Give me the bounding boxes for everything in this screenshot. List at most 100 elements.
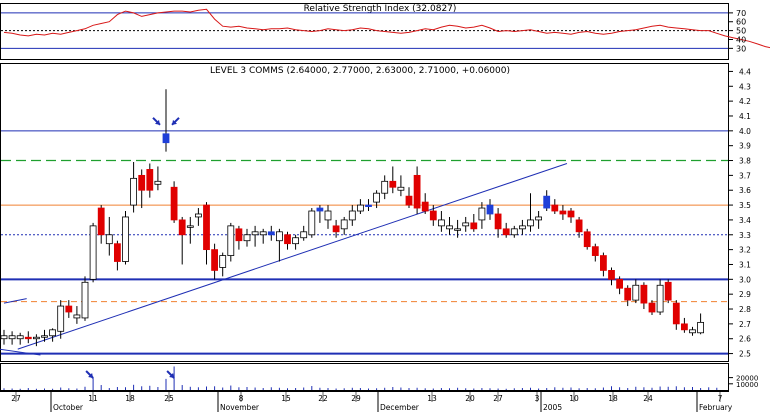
candle-body [591, 246, 599, 256]
price-tick-label: 3.6 [739, 186, 751, 195]
candle [543, 190, 551, 212]
candle [194, 208, 202, 226]
down-left-arrow-icon [171, 117, 180, 126]
candle-body [0, 335, 8, 340]
candle-body [308, 210, 316, 236]
candle [656, 279, 664, 315]
candle [535, 211, 542, 229]
candle [373, 190, 381, 209]
candle-body [381, 180, 389, 194]
candle-body [462, 222, 470, 227]
candle [57, 300, 65, 339]
candle-body [365, 204, 372, 207]
candle [235, 225, 243, 250]
candle [41, 329, 48, 342]
rsi-frame [0, 3, 729, 60]
candle-body [486, 204, 494, 215]
rsi-tick-label: 40 [736, 35, 746, 44]
candle [559, 205, 567, 220]
candle-body [243, 234, 251, 242]
candle-body [632, 284, 640, 301]
candle [664, 279, 672, 304]
down-right-arrow-icon [85, 370, 94, 379]
candle-body [575, 219, 583, 233]
candle-body [446, 225, 453, 230]
candle-body [648, 302, 656, 313]
date-tick-label: 27 [493, 394, 503, 403]
rsi-tick-label: 70 [736, 9, 746, 18]
trend-line [0, 348, 41, 356]
candle-body [519, 225, 526, 230]
candle [527, 193, 534, 232]
candle [689, 326, 696, 336]
candle [697, 313, 704, 335]
candle-body [219, 255, 227, 268]
candle [138, 169, 146, 209]
candle [316, 205, 324, 223]
candle [154, 166, 162, 191]
candle-body [437, 219, 445, 227]
volume-tick-label: 20000 [736, 375, 758, 383]
price-tick-label: 3.5 [739, 201, 751, 210]
candle-body [502, 228, 510, 236]
candle [356, 199, 364, 214]
candle [73, 306, 81, 324]
volume-tick-label: 10000 [736, 381, 758, 389]
candle [219, 252, 227, 277]
candle [567, 208, 575, 223]
candle-body [211, 249, 219, 271]
candle-body [194, 213, 202, 218]
candle [24, 331, 32, 344]
candle [365, 199, 372, 212]
candle-body [616, 278, 623, 289]
candle [89, 222, 97, 283]
rsi-series-line [3, 8, 770, 49]
candle [648, 300, 656, 315]
rsi-tick-label: 60 [736, 18, 746, 27]
down-right-arrow-icon [152, 117, 161, 126]
candle-body [397, 186, 405, 191]
candle [186, 216, 194, 244]
trend-line [3, 298, 27, 304]
candle-body [640, 284, 648, 304]
arrow-head [155, 119, 160, 125]
rsi-tick-label: 50 [736, 27, 746, 36]
candle [105, 216, 113, 256]
price-tick-label: 3.8 [739, 157, 751, 166]
candle [170, 181, 178, 223]
candle-body [672, 302, 680, 325]
candle-body [300, 231, 308, 239]
candle [243, 228, 251, 247]
price-title: LEVEL 3 COMMS (2.64000, 2.77000, 2.63000… [210, 66, 510, 76]
candle [470, 213, 478, 232]
price-tick-label: 4.2 [739, 97, 751, 106]
candle [122, 211, 129, 265]
candle [591, 243, 599, 262]
candle [292, 234, 300, 250]
candle-body [186, 225, 194, 228]
candle-body [656, 284, 664, 313]
candle-body [527, 219, 534, 227]
date-tick-label: 3 [535, 394, 540, 403]
candle [33, 334, 40, 347]
date-tick-label: 2005 [543, 403, 562, 412]
candle [16, 332, 24, 345]
candle [8, 331, 16, 345]
candle [632, 279, 640, 304]
candle-body [89, 225, 97, 280]
candle-body [470, 222, 478, 230]
candle [681, 317, 688, 333]
candle [575, 216, 583, 238]
candle [381, 175, 389, 200]
trend-line [17, 163, 568, 350]
candle [486, 199, 494, 220]
date-tick-label: 15 [281, 394, 291, 403]
candle [624, 285, 632, 307]
price-tick-label: 3.3 [739, 231, 751, 240]
candle-body [292, 237, 300, 245]
candle [178, 216, 186, 265]
candle [81, 276, 89, 321]
candle-body [697, 321, 704, 334]
candle [324, 205, 332, 229]
